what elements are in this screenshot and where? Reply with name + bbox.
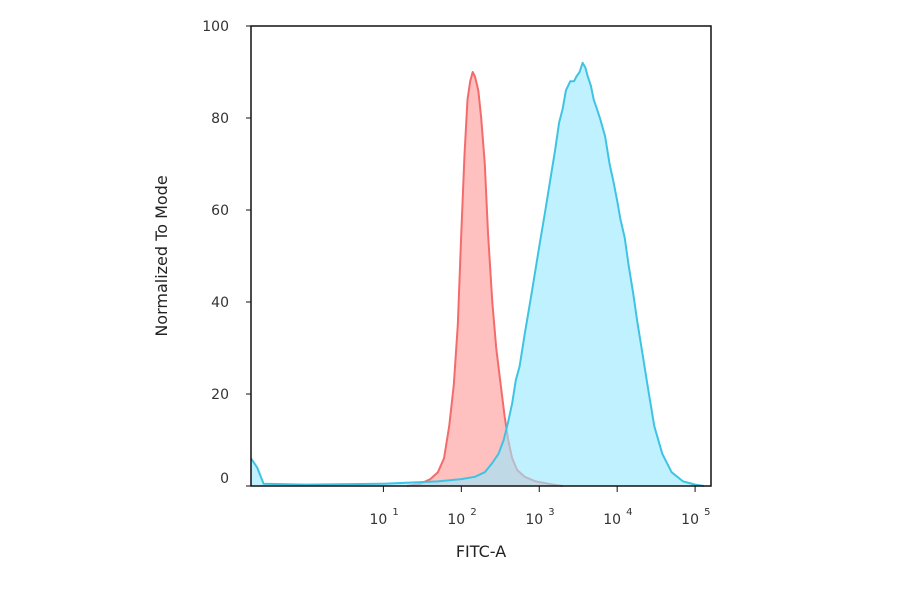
series-2-area <box>251 62 704 487</box>
y-axis-title: Normalized To Mode <box>152 175 171 336</box>
y-tick-label: 100 <box>202 19 229 35</box>
series-1-area <box>406 72 563 486</box>
plot-frame <box>250 25 712 487</box>
series-layer <box>250 61 705 487</box>
series-2-outline <box>250 61 705 487</box>
y-tick-label: 0 <box>220 471 229 487</box>
x-tick-exponent: 2 <box>470 507 476 518</box>
x-tick-label: 10 <box>681 512 699 528</box>
x-tick-exponent: 4 <box>626 507 632 518</box>
x-tick-label: 10 <box>447 512 465 528</box>
x-tick-label: 10 <box>525 512 543 528</box>
y-tick-label: 80 <box>211 111 229 127</box>
x-tick-exponent: 3 <box>548 507 554 518</box>
y-tick-label: 40 <box>211 295 229 311</box>
y-tick-label: 60 <box>211 203 229 219</box>
x-tick-label: 10 <box>369 512 387 528</box>
x-axis-ticks: 10 1 10 2 10 3 10 4 10 5 <box>369 486 710 528</box>
x-tick-exponent: 5 <box>704 507 710 518</box>
x-axis-title: FITC-A <box>456 542 506 561</box>
y-tick-label: 20 <box>211 387 229 403</box>
x-tick-exponent: 1 <box>392 507 398 518</box>
y-axis-ticks: 0 20 40 60 80 100 <box>202 19 251 487</box>
x-tick-label: 10 <box>603 512 621 528</box>
